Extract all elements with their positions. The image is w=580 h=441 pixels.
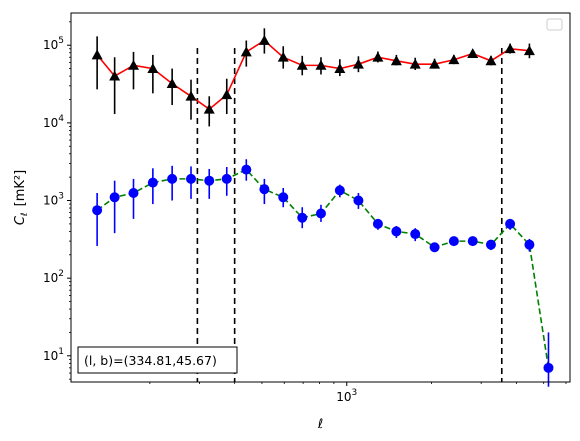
y-tick-base: 10 bbox=[43, 349, 58, 363]
series-1-point bbox=[524, 239, 535, 250]
series-1-point bbox=[109, 192, 120, 203]
y-axis-label-unit: [mK²] bbox=[13, 170, 28, 207]
series-0-point bbox=[390, 55, 402, 66]
series-1-point bbox=[448, 236, 459, 247]
series-0-point bbox=[185, 90, 197, 101]
series-1-point bbox=[543, 362, 554, 373]
y-tick-exponent: 1 bbox=[58, 347, 64, 357]
series-1-point bbox=[372, 218, 383, 229]
series-0-point bbox=[277, 51, 289, 62]
series-0-point bbox=[467, 48, 479, 59]
x-tick-base: 10 bbox=[336, 390, 351, 404]
y-tick-label: 103 bbox=[43, 192, 64, 208]
y-tick-label: 105 bbox=[43, 36, 64, 52]
series-1-line bbox=[96, 168, 550, 368]
error-bars bbox=[96, 28, 550, 387]
series-1-point bbox=[278, 192, 289, 203]
series-1-point bbox=[391, 226, 402, 237]
series-0-point bbox=[221, 89, 233, 100]
series-0-point bbox=[147, 63, 159, 73]
series-1-point bbox=[485, 239, 496, 250]
x-tick-exponent: 3 bbox=[352, 388, 358, 398]
y-tick-base: 10 bbox=[43, 194, 58, 208]
series-0-point bbox=[485, 55, 497, 66]
series-0-point bbox=[409, 58, 421, 69]
series-1-point bbox=[334, 185, 345, 196]
y-tick-exponent: 4 bbox=[58, 114, 64, 124]
series-0-point bbox=[91, 49, 103, 60]
series-1-point bbox=[467, 236, 478, 247]
series-1-point bbox=[315, 208, 326, 219]
y-tick-exponent: 5 bbox=[58, 36, 64, 46]
y-axis-label: Cℓ [mK²] bbox=[13, 170, 30, 225]
series-0-line bbox=[96, 39, 530, 111]
series-1-point bbox=[204, 175, 215, 186]
series-1-point bbox=[167, 173, 178, 184]
series-0-point bbox=[296, 59, 308, 70]
series-0-point bbox=[372, 51, 384, 62]
y-tick-label: 101 bbox=[43, 347, 64, 363]
series-0-point bbox=[352, 58, 364, 69]
y-tick-base: 10 bbox=[43, 116, 58, 130]
x-tick-label: 103 bbox=[336, 388, 357, 404]
series-0-point bbox=[203, 103, 215, 114]
series-1-point bbox=[410, 229, 421, 240]
series-0-point bbox=[448, 54, 460, 65]
series-0-point bbox=[109, 70, 121, 81]
series-1-point bbox=[147, 177, 158, 188]
plot-frame bbox=[70, 12, 571, 383]
y-axis-label-subscript: ℓ bbox=[20, 212, 30, 217]
series-lines bbox=[96, 39, 550, 368]
y-tick-base: 10 bbox=[43, 38, 58, 52]
series-1-point bbox=[186, 173, 197, 184]
series-0-point bbox=[258, 35, 270, 45]
legend-frame bbox=[546, 18, 563, 31]
x-axis-label: ℓ bbox=[317, 417, 323, 432]
series-0-point bbox=[315, 59, 327, 70]
y-axis-label-symbol: C bbox=[13, 215, 28, 225]
series-1-point bbox=[259, 184, 270, 195]
series-1-point bbox=[297, 212, 308, 223]
coordinate-annotation: (l, b)=(334.81,45.67) bbox=[77, 346, 238, 374]
series-1-point bbox=[505, 218, 516, 229]
series-0-point bbox=[504, 43, 516, 54]
series-1-point bbox=[241, 164, 252, 175]
series-1-point bbox=[353, 195, 364, 206]
series-1-point bbox=[92, 205, 103, 216]
series-0-point bbox=[128, 59, 140, 70]
y-tick-base: 10 bbox=[43, 271, 58, 285]
series-0-point bbox=[240, 46, 252, 57]
series-0-point bbox=[334, 63, 346, 73]
series-0-point bbox=[523, 45, 535, 56]
y-tick-label: 104 bbox=[43, 114, 64, 130]
annotation-text: (l, b)=(334.81,45.67) bbox=[84, 353, 217, 368]
vertical-dashed-lines bbox=[196, 48, 503, 382]
y-tick-exponent: 3 bbox=[58, 192, 64, 202]
series-1-point bbox=[221, 173, 232, 184]
series-1-point bbox=[429, 242, 440, 253]
data-markers bbox=[91, 35, 554, 373]
series-0-point bbox=[429, 58, 441, 69]
y-tick-label: 102 bbox=[43, 269, 64, 285]
annotation-box bbox=[77, 346, 238, 374]
series-1-point bbox=[128, 187, 139, 198]
series-0-point bbox=[166, 78, 178, 89]
y-tick-exponent: 2 bbox=[58, 269, 64, 279]
legend-box bbox=[546, 18, 563, 31]
